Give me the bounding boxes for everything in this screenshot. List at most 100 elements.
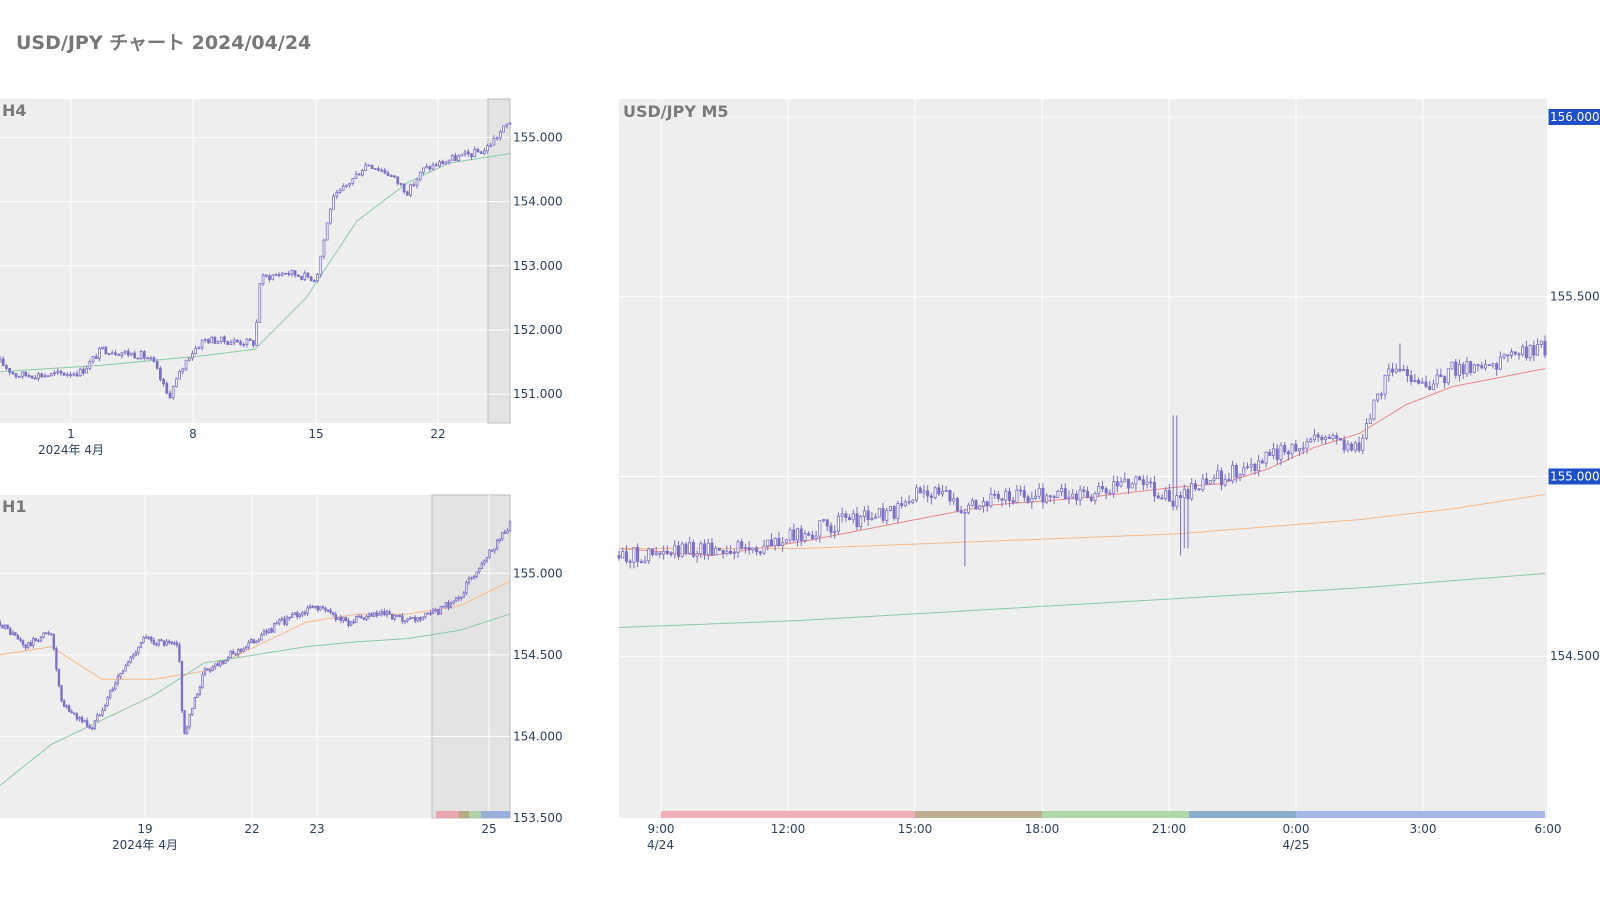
- m5-candle: [777, 537, 781, 546]
- h1-candle: [178, 644, 181, 662]
- h1-candle: [50, 633, 53, 636]
- h4-candle: [351, 177, 355, 184]
- m5-candle: [1379, 393, 1383, 396]
- m5-candle: [1331, 435, 1335, 439]
- h4-title-bg: [0, 100, 26, 121]
- h4-candle: [402, 183, 406, 193]
- m5-candle: [1502, 354, 1506, 358]
- h1-candle: [11, 632, 14, 635]
- m5-candle: [1060, 488, 1064, 493]
- h4-chart[interactable]: 151.000 152.000 153.000 154.000 155.000 1 8 15 2…: [0, 98, 563, 457]
- h4-candle: [383, 169, 387, 174]
- m5-candle: [658, 552, 662, 555]
- h1-candle: [396, 615, 399, 617]
- h4-candle: [56, 370, 60, 374]
- m5-candle: [1279, 445, 1283, 460]
- h1-moving-average-1: [0, 581, 511, 680]
- m5-candle: [1543, 340, 1547, 356]
- m5-candle: [732, 552, 736, 554]
- m5-candle: [1093, 493, 1097, 501]
- h4-candle: [27, 375, 31, 377]
- h4-candle: [399, 182, 403, 185]
- h1-candle: [324, 607, 327, 611]
- h1-candle: [83, 720, 86, 723]
- h4-candle: [155, 361, 159, 369]
- m5-candle: [1052, 496, 1056, 499]
- m5-candle: [1264, 451, 1268, 464]
- h1-candle: [293, 612, 296, 616]
- m5-candle: [684, 543, 688, 554]
- h1-candle: [55, 648, 58, 670]
- h1-chart[interactable]: 154.000 154.500 155.000 153.500 19 22 23 25 2024…: [0, 494, 563, 852]
- h1-candle: [503, 531, 507, 534]
- h1-candle: [296, 612, 299, 617]
- m5-candle: [926, 490, 930, 497]
- h4-candle: [101, 346, 104, 349]
- h4-candle: [142, 351, 146, 359]
- m5-candle: [933, 487, 937, 499]
- m5-candle: [944, 490, 948, 492]
- h4-plot-area[interactable]: [0, 99, 510, 423]
- m5-candle: [706, 542, 710, 555]
- h1-session-segment: [469, 811, 481, 818]
- h4-candle: [309, 276, 313, 282]
- h4-candle: [59, 370, 63, 374]
- m5-moving-average-2: [619, 494, 1546, 549]
- h1-candle: [170, 641, 173, 644]
- m5-candle: [1275, 448, 1279, 460]
- h1-candle: [452, 600, 455, 604]
- h1-candle: [321, 606, 325, 609]
- h1-candle: [224, 660, 227, 664]
- h4-highlight-window: [487, 98, 511, 424]
- h4-candle: [492, 138, 496, 146]
- m5-candle: [1480, 365, 1484, 369]
- h4-candle: [110, 352, 114, 355]
- h1-candle: [383, 611, 386, 616]
- h4-candle: [91, 356, 95, 362]
- h1-candle: [239, 648, 243, 652]
- m5-candle: [758, 551, 762, 554]
- m5-candle: [691, 542, 695, 557]
- h1-candle: [406, 618, 409, 622]
- h4-candle: [335, 192, 339, 197]
- m5-candle: [1201, 478, 1205, 490]
- m5-candle: [1517, 353, 1521, 356]
- h4-candle: [181, 368, 185, 373]
- h4-candle: [210, 337, 214, 344]
- m5-candle: [1305, 441, 1309, 449]
- m5-x-tick-label: 12:00: [771, 822, 806, 836]
- m5-plot-area[interactable]: [619, 99, 1547, 818]
- h1-candle: [78, 717, 81, 720]
- m5-candle: [1037, 487, 1041, 497]
- m5-candle: [1007, 491, 1011, 501]
- h4-candle: [168, 392, 172, 398]
- h1-candle: [16, 635, 20, 640]
- m5-candle: [937, 487, 941, 495]
- m5-candle: [1231, 464, 1235, 482]
- m5-session-segment: [661, 811, 915, 818]
- m5-candle: [1182, 489, 1186, 499]
- m5-session-segment: [1042, 811, 1189, 818]
- h1-candle: [316, 605, 319, 611]
- m5-candle: [881, 508, 885, 521]
- h1-candle: [52, 634, 55, 649]
- h4-candle: [303, 272, 307, 280]
- h4-candle: [495, 137, 499, 140]
- m5-candle: [1316, 434, 1320, 438]
- m5-candle: [840, 513, 844, 517]
- m5-chart[interactable]: 154.500 155.500 156.000 155.000 9:00 12:00 15:…: [617, 99, 1600, 852]
- m5-candle: [1409, 375, 1413, 382]
- h1-plot-area[interactable]: [0, 495, 510, 818]
- m5-candle: [736, 541, 740, 553]
- h4-moving-average-1: [0, 153, 511, 373]
- h1-candle: [355, 616, 358, 623]
- m5-candle: [1350, 443, 1354, 451]
- h1-candle: [142, 636, 145, 644]
- m5-candle: [1123, 478, 1127, 483]
- h4-candle: [447, 159, 451, 163]
- m5-candle: [1491, 363, 1495, 367]
- m5-x-tick-label: 18:00: [1025, 822, 1060, 836]
- m5-candle: [1498, 356, 1502, 370]
- h1-candle: [14, 632, 17, 636]
